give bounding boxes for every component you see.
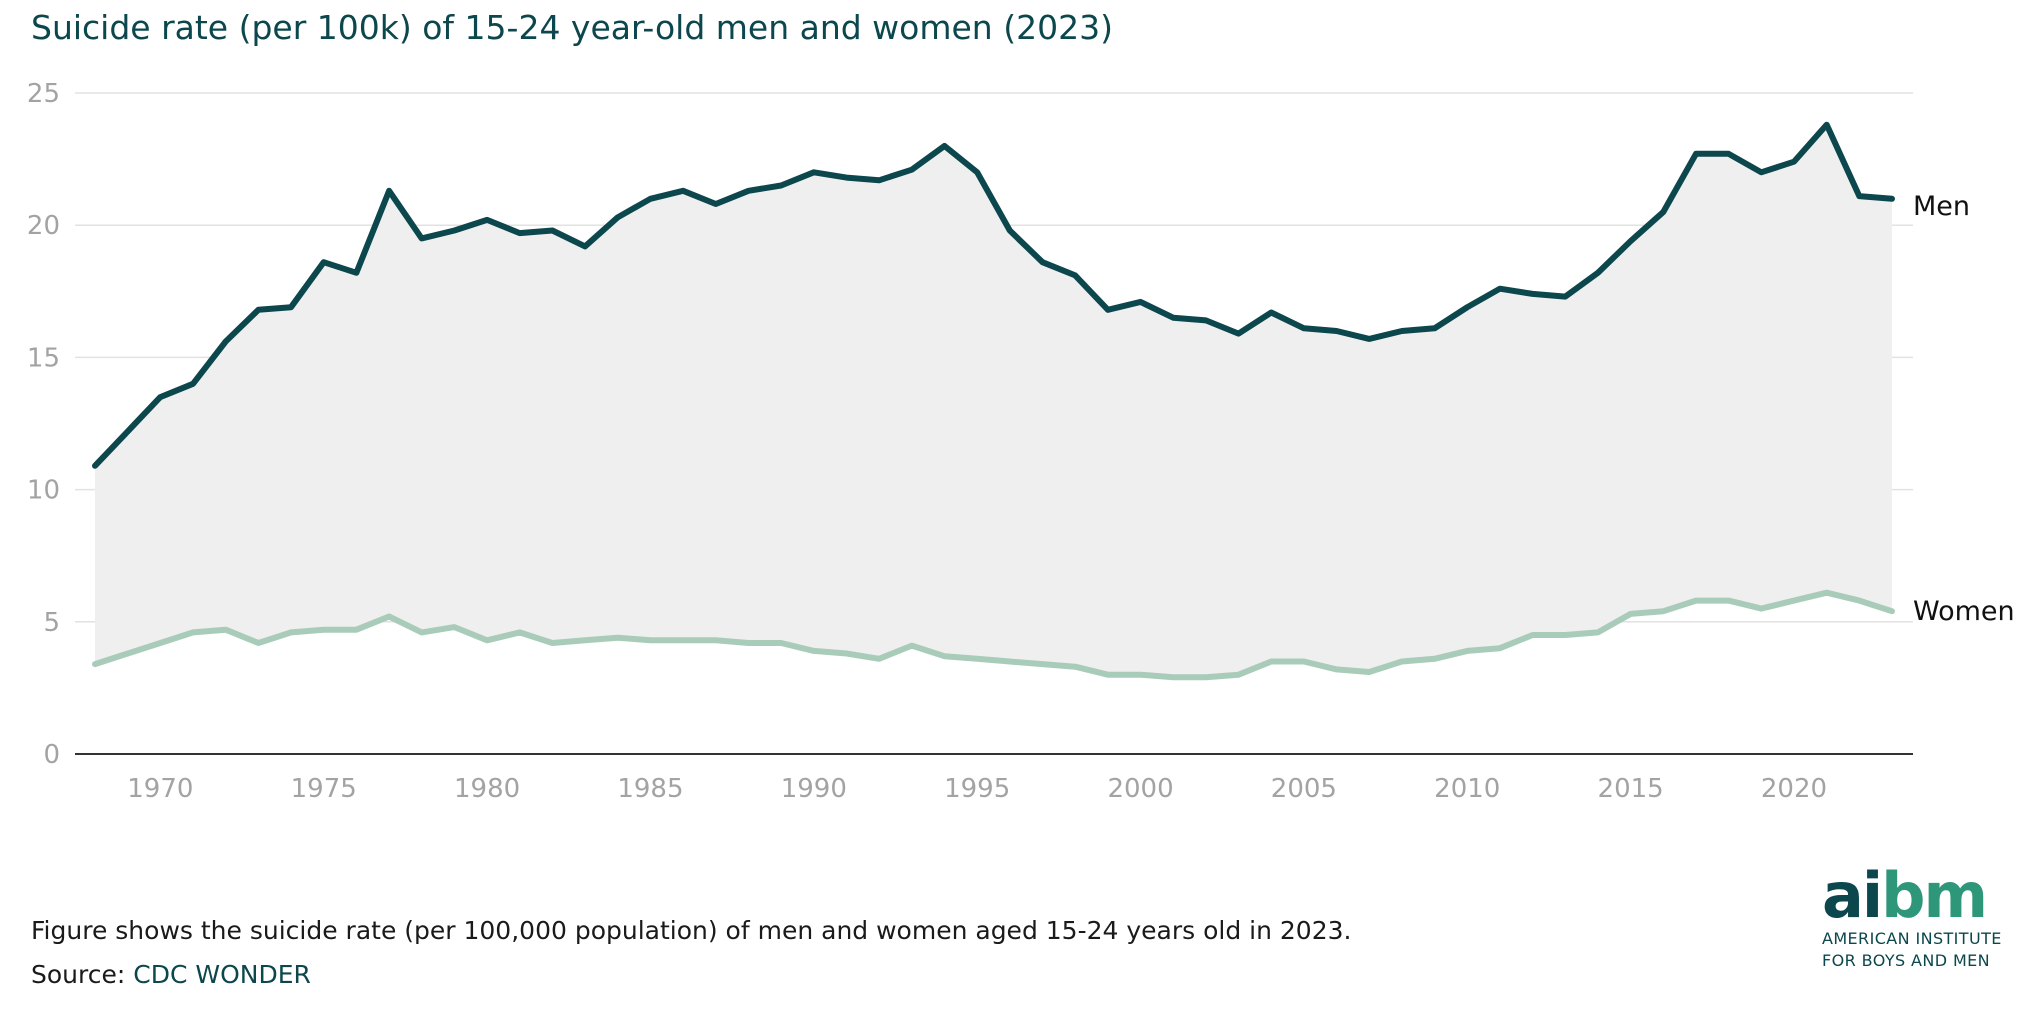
- x-tick-label-1980: 1980: [454, 774, 520, 804]
- logo-word-dark: ai: [1822, 859, 1883, 932]
- logo-word-accent: bm: [1881, 859, 1988, 932]
- logo-wordmark: aibm: [1822, 865, 2012, 927]
- x-tick-label-1975: 1975: [291, 774, 357, 804]
- source-label: Source:: [31, 960, 126, 989]
- logo-tagline-line2: FOR BOYS AND MEN: [1822, 951, 1991, 970]
- axes: 0 5 10 15 20 25 1970 1975 1980 1985 1990 1995 2000 20…: [27, 79, 1913, 804]
- footnote: Figure shows the suicide rate (per 100,0…: [31, 916, 1352, 945]
- x-tick-label-1990: 1990: [781, 774, 847, 804]
- area-between-series: [95, 124, 1892, 678]
- series-label-men: Men: [1913, 191, 1970, 222]
- series-lines: [92, 121, 1895, 681]
- y-tick-label-25: 25: [27, 79, 60, 109]
- series-line-women: [92, 589, 1895, 681]
- x-tick-label-1985: 1985: [617, 774, 683, 804]
- x-tick-label-2010: 2010: [1434, 774, 1500, 804]
- x-tick-label-1995: 1995: [944, 774, 1010, 804]
- x-tick-label-2000: 2000: [1107, 774, 1173, 804]
- series-line-men: [92, 121, 1895, 469]
- line-chart: 0 5 10 15 20 25 1970 1975 1980 1985 1990 1995 2000 20…: [27, 79, 2015, 804]
- y-tick-label-0: 0: [43, 740, 60, 770]
- x-tick-label-2005: 2005: [1271, 774, 1337, 804]
- y-tick-label-20: 20: [27, 211, 60, 241]
- y-tick-label-15: 15: [27, 343, 60, 373]
- x-tick-label-2015: 2015: [1598, 774, 1664, 804]
- aibm-logo: aibm AMERICAN INSTITUTE FOR BOYS AND MEN: [1822, 865, 2012, 972]
- series-labels: Men Women: [1913, 191, 2015, 627]
- series-label-women: Women: [1913, 596, 2015, 627]
- logo-tagline-line1: AMERICAN INSTITUTE: [1822, 929, 2002, 948]
- source-line: Source: CDC WONDER: [31, 960, 311, 989]
- logo-tagline: AMERICAN INSTITUTE FOR BOYS AND MEN: [1822, 928, 2012, 972]
- x-tick-label-2020: 2020: [1761, 774, 1827, 804]
- chart-title: Suicide rate (per 100k) of 15-24 year-ol…: [31, 8, 1113, 47]
- y-tick-label-5: 5: [43, 608, 60, 638]
- source-link[interactable]: CDC WONDER: [133, 960, 311, 989]
- y-tick-label-10: 10: [27, 476, 60, 506]
- x-tick-label-1970: 1970: [127, 774, 193, 804]
